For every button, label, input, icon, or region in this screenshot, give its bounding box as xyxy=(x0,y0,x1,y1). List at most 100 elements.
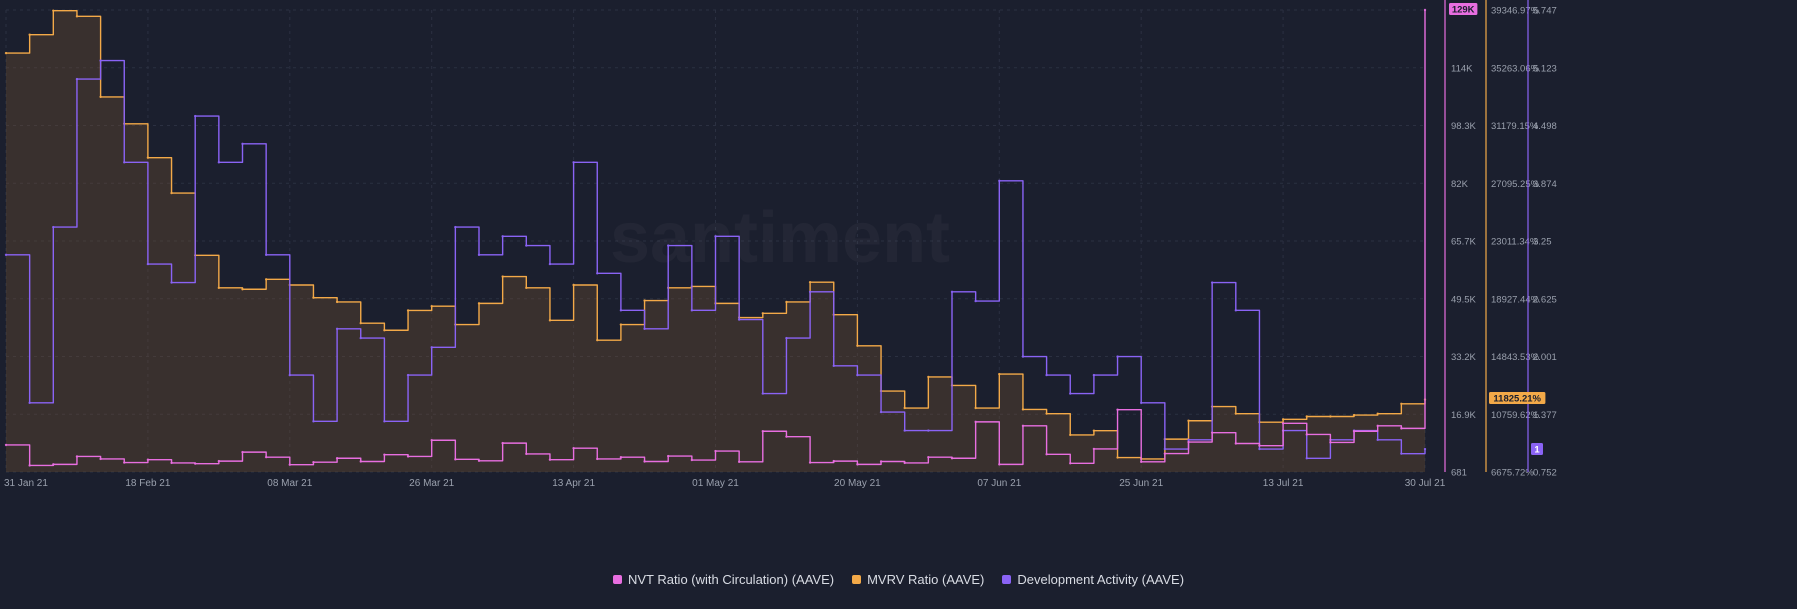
dev-point xyxy=(596,272,599,275)
dev-point xyxy=(170,281,173,284)
x-tick-label: 01 May 21 xyxy=(692,478,739,489)
nvt-swatch-icon xyxy=(612,575,622,584)
nvt-point xyxy=(1258,444,1261,447)
mvrv-tick-label: 39346.97% xyxy=(1491,6,1540,17)
x-tick-label: 18 Feb 21 xyxy=(125,478,170,489)
dev-point xyxy=(335,327,339,331)
mvrv-point xyxy=(548,319,552,322)
legend-item-mvrv[interactable]: MVRV Ratio (AAVE) xyxy=(852,572,984,587)
legend-item-nvt[interactable]: NVT Ratio (with Circulation) (AAVE) xyxy=(612,572,835,587)
dev-point xyxy=(1210,281,1214,284)
nvt-point xyxy=(761,430,764,433)
nvt-point xyxy=(950,457,954,460)
nvt-point xyxy=(241,450,244,454)
nvt-point xyxy=(383,453,386,456)
dev-point xyxy=(241,142,244,146)
mvrv-point xyxy=(1116,456,1119,459)
nvt-series xyxy=(4,8,1427,467)
nvt-tick-label: 98.3K xyxy=(1451,121,1476,132)
dev-point xyxy=(217,161,221,164)
nvt-point xyxy=(4,443,8,447)
nvt-point xyxy=(28,464,31,467)
nvt-point xyxy=(312,461,315,464)
nvt-tick-label: 114K xyxy=(1451,63,1473,74)
dev-point xyxy=(643,327,646,331)
mvrv-point xyxy=(264,278,268,281)
mvrv-point xyxy=(383,329,386,332)
x-tick-label: 20 May 21 xyxy=(834,478,881,489)
mvrv-point xyxy=(1234,412,1238,415)
mvrv-point xyxy=(785,300,788,304)
dev-point xyxy=(832,364,835,368)
dev-point xyxy=(690,309,694,312)
mvrv-point xyxy=(99,95,102,99)
dev-point xyxy=(1163,447,1167,451)
nvt-point xyxy=(714,449,717,453)
nvt-point xyxy=(146,458,150,461)
mvrv-point xyxy=(572,283,575,287)
mvrv-current-badge-label: 11825.21% xyxy=(1493,394,1541,405)
dev-point xyxy=(75,77,79,81)
mvrv-point xyxy=(146,156,150,159)
x-tick-label: 30 Jul 21 xyxy=(1405,478,1446,489)
dev-point xyxy=(1258,447,1261,451)
nvt-point xyxy=(1305,433,1308,436)
dev-point xyxy=(430,346,433,349)
nvt-point xyxy=(359,460,362,463)
nvt-point xyxy=(288,463,291,466)
mvrv-point xyxy=(1069,433,1072,437)
watermark: santiment xyxy=(610,198,950,278)
dev-point xyxy=(383,420,386,423)
mvrv-point xyxy=(856,344,859,348)
nvt-point xyxy=(1400,427,1403,430)
nvt-current-badge xyxy=(1449,3,1478,15)
x-tick-label: 31 Jan 21 xyxy=(4,478,48,489)
nvt-point xyxy=(998,463,1001,466)
legend: NVT Ratio (with Circulation) (AAVE) MVRV… xyxy=(0,572,1797,587)
mvrv-point xyxy=(1187,419,1190,422)
dev-point xyxy=(28,401,31,405)
nvt-tick-label: 82K xyxy=(1451,179,1469,190)
dev-point xyxy=(99,59,102,62)
mvrv-point xyxy=(927,375,930,379)
mvrv-point xyxy=(170,191,173,195)
nvt-point xyxy=(123,461,126,464)
nvt-point xyxy=(690,458,694,462)
mvrv-point xyxy=(1352,413,1356,417)
nvt-point xyxy=(75,455,79,458)
mvrv-point xyxy=(406,309,410,312)
y-axes: 129K 114K 98.3K 82K 65.7K 49.5K 33.2K 16.9K 681 3… xyxy=(1444,0,1557,479)
dev-point xyxy=(761,392,764,395)
mvrv-tick-label: 27095.25% xyxy=(1491,179,1540,190)
dev-line xyxy=(6,59,1426,460)
mvrv-current-badge xyxy=(1489,392,1546,404)
mvrv-swatch-icon xyxy=(852,575,862,584)
dev-series xyxy=(4,59,1427,460)
nvt-tick-label: 65.7K xyxy=(1451,237,1476,248)
mvrv-point xyxy=(974,406,977,410)
legend-label-mvrv: MVRV Ratio (AAVE) xyxy=(867,572,985,587)
mvrv-point xyxy=(1045,412,1048,415)
dev-point xyxy=(998,179,1001,183)
x-tick-label: 25 Jun 21 xyxy=(1119,478,1163,489)
mvrv-point xyxy=(312,296,315,299)
nvt-point xyxy=(808,461,812,464)
chart-svg: santiment 31 Jan 21 18 Feb 21 08 Mar 21 26 … xyxy=(4,0,1557,489)
mvrv-point xyxy=(4,51,8,55)
nvt-point xyxy=(1376,424,1379,428)
mvrv-point xyxy=(1021,408,1025,411)
nvt-point xyxy=(1352,430,1356,433)
legend-label-nvt: NVT Ratio (with Circulation) (AAVE) xyxy=(627,572,835,587)
legend-item-dev[interactable]: Development Activity (AAVE) xyxy=(1002,572,1184,587)
nvt-point xyxy=(454,458,457,461)
nvt-point xyxy=(430,439,433,442)
dev-point xyxy=(856,373,859,377)
mvrv-point xyxy=(619,323,623,326)
nvt-point xyxy=(1140,460,1143,464)
nvt-point xyxy=(1423,8,1427,12)
nvt-point xyxy=(1210,431,1214,434)
nvt-point xyxy=(99,457,102,461)
dev-point xyxy=(808,290,812,294)
mvrv-point xyxy=(1329,415,1332,418)
